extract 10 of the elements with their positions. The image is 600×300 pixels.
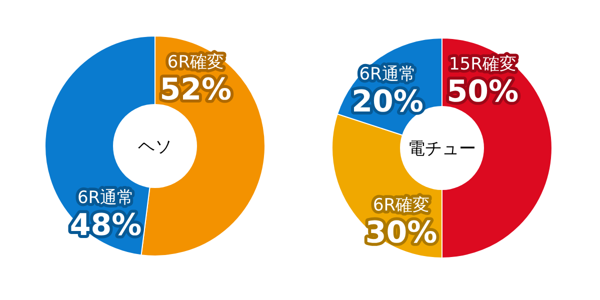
- slice-label: 6R確変: [167, 52, 224, 73]
- text: 電チュー: [408, 139, 476, 159]
- slice-label: 6R通常: [359, 64, 416, 85]
- text: ヘソ: [138, 137, 172, 157]
- slice-label: 6R通常: [77, 188, 134, 208]
- slice-label: 15R確変: [448, 54, 516, 75]
- slice-label: 6R確変: [372, 195, 430, 216]
- data-label: 20%: [352, 84, 424, 120]
- data-label: 50%: [446, 74, 519, 110]
- data-label: 52%: [160, 72, 232, 108]
